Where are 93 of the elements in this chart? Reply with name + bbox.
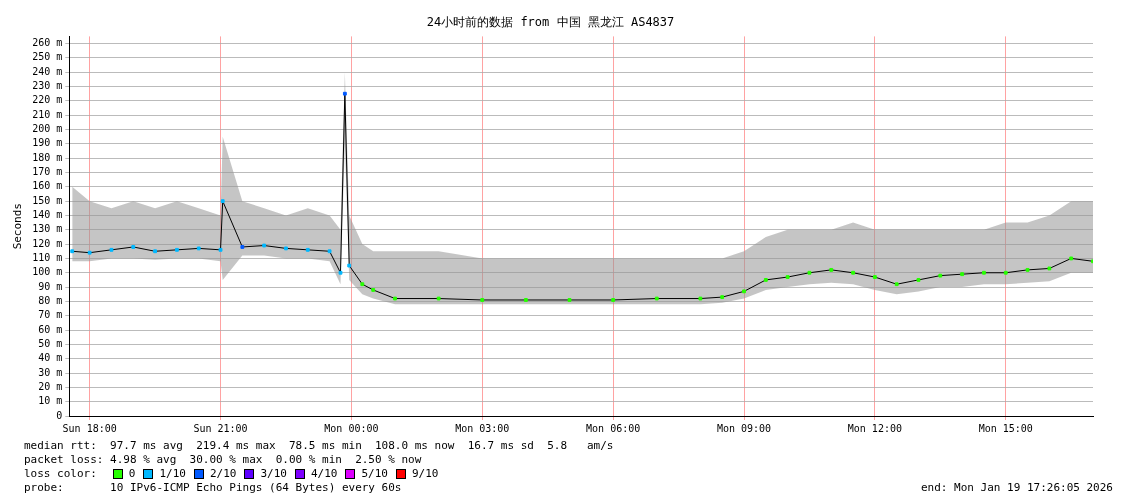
legend-label: 2/10	[209, 467, 237, 480]
x-tick-label: Sun 18:00	[62, 422, 117, 434]
point	[174, 247, 179, 252]
y-tick-label: 240 m	[32, 65, 63, 77]
point	[284, 246, 288, 251]
point	[70, 249, 75, 254]
y-tick-label: 120 m	[32, 237, 63, 249]
point	[262, 243, 267, 248]
point	[742, 289, 746, 294]
y-tick-label: 220 m	[32, 94, 63, 106]
point	[393, 296, 397, 301]
point	[327, 249, 332, 254]
legend-label: 1/10	[159, 467, 186, 480]
y-tick-label: 190 m	[32, 137, 63, 149]
text: probe: 10 IPv6-ICMP Echo Pings (64 Bytes) every 60s	[24, 481, 402, 494]
y-tick-label: 10 m	[38, 395, 63, 407]
y-tick-label: 50 m	[38, 337, 63, 349]
text: median rtt: 97.7 ms avg 219.4 ms max 78.5 ms min 108.0 ms now 16.7 ms sd 5.8 am/s	[24, 439, 614, 452]
text: loss color:	[24, 467, 97, 480]
point	[982, 270, 986, 275]
point	[436, 296, 441, 301]
point	[894, 282, 899, 287]
point	[960, 272, 965, 277]
y-tick-label: 210 m	[32, 108, 63, 120]
y-tick-label: 160 m	[32, 180, 63, 192]
y-tick-label: 200 m	[32, 123, 63, 135]
point	[371, 288, 376, 292]
y-tick-label: 20 m	[38, 380, 63, 392]
y-tick-label: 140 m	[32, 209, 63, 221]
x-tick-label: Mon 00:00	[324, 422, 379, 434]
legend-label: 5/10	[361, 467, 388, 480]
point	[851, 270, 855, 275]
y-tick-label: 150 m	[32, 194, 63, 206]
y-tick-label: 90 m	[38, 280, 63, 292]
y-tick-label: 130 m	[32, 223, 63, 235]
point	[916, 278, 921, 282]
point	[153, 249, 158, 254]
y-tick-label: 110 m	[32, 252, 63, 264]
point	[218, 247, 223, 252]
x-tick-label: Mon 12:00	[847, 422, 902, 434]
point	[698, 296, 703, 301]
x-tick-label: Mon 03:00	[455, 422, 510, 434]
text: packet loss: 4.98 % avg 30.00 % max 0.00 % min 2.50 % now	[24, 453, 422, 466]
point	[567, 298, 572, 302]
point	[872, 275, 877, 279]
point	[763, 278, 768, 282]
point	[654, 296, 659, 301]
y-axis-title: Seconds	[11, 203, 25, 250]
point	[720, 295, 725, 300]
point	[523, 298, 528, 302]
y-tick-label: 260 m	[32, 37, 63, 49]
point	[342, 91, 347, 96]
point	[480, 298, 485, 302]
point	[807, 270, 812, 275]
point	[1047, 266, 1052, 271]
y-tick-label: 0	[56, 409, 63, 421]
point	[109, 247, 114, 252]
y-tick-label: 180 m	[32, 151, 63, 163]
point	[131, 245, 136, 249]
x-tick-label: Sun 21:00	[193, 422, 248, 434]
point	[1003, 270, 1008, 275]
legend-label: 4/10	[310, 467, 338, 480]
y-tick-label: 170 m	[32, 166, 63, 178]
point	[785, 275, 790, 279]
y-tick-label: 230 m	[32, 80, 63, 92]
point	[305, 247, 310, 252]
point	[611, 298, 616, 302]
x-tick-label: Mon 06:00	[586, 422, 641, 434]
point	[338, 270, 343, 275]
text: end: Mon Jan 19 17:26:05 2026	[920, 481, 1113, 494]
point	[87, 250, 92, 255]
x-tick-label: Mon 09:00	[716, 422, 772, 434]
chart-title: 24小时前的数据 from 中国 黑龙江 AS4837	[426, 15, 675, 30]
legend-label: 3/10	[260, 467, 287, 480]
y-tick-label: 100 m	[32, 266, 63, 278]
point	[196, 246, 201, 251]
point	[938, 273, 943, 278]
point	[1069, 256, 1074, 261]
point	[347, 263, 352, 268]
y-tick-label: 80 m	[38, 295, 63, 306]
y-tick-label: 60 m	[38, 323, 63, 335]
legend-label: 9/10	[411, 467, 439, 480]
y-tick-label: 30 m	[38, 366, 63, 378]
point	[360, 282, 365, 287]
point	[1025, 267, 1030, 272]
point	[829, 267, 834, 272]
legend-label: 0	[128, 467, 136, 480]
y-tick-label: 40 m	[38, 352, 63, 364]
x-tick-label: Mon 15:00	[978, 422, 1033, 434]
y-tick-label: 250 m	[32, 51, 63, 63]
point	[220, 199, 225, 204]
y-tick-label: 70 m	[38, 309, 63, 321]
point	[240, 245, 245, 249]
